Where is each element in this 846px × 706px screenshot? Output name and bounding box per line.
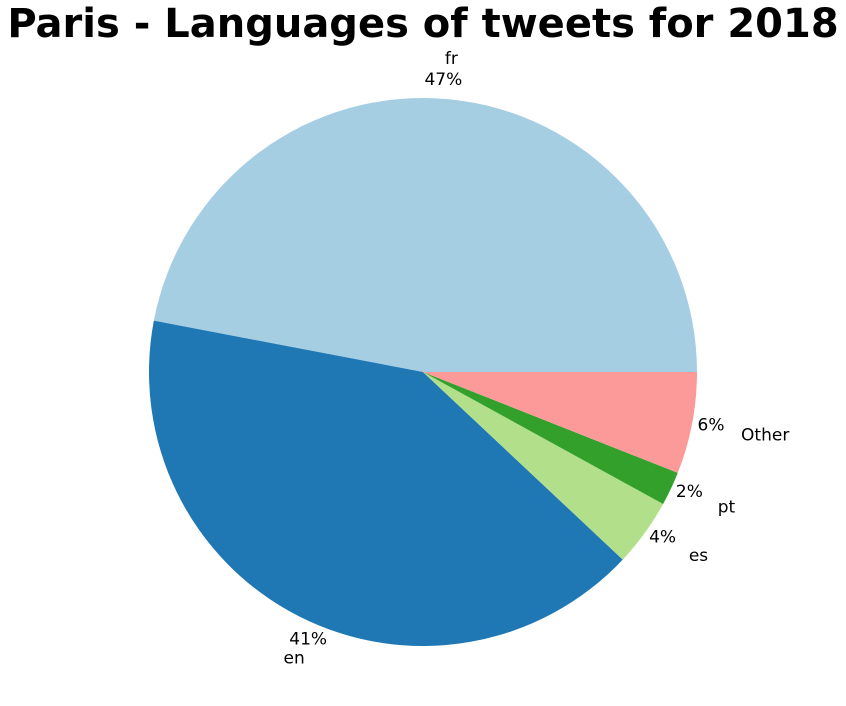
pct-label-fr: 47% xyxy=(424,70,462,90)
slice-label-en: en xyxy=(284,649,305,669)
pct-label-pt: 2% xyxy=(676,482,703,502)
pct-label-en: 41% xyxy=(289,630,327,650)
pie-slice-es xyxy=(423,372,664,560)
slice-label-other: Other xyxy=(741,425,789,445)
pie-slices xyxy=(149,98,698,646)
pie-slice-en xyxy=(149,320,623,646)
pie-slice-pt xyxy=(423,372,678,505)
slice-label-fr: fr xyxy=(445,49,458,69)
chart-title: Paris - Languages of tweets for 2018 xyxy=(7,1,839,47)
slice-label-es: es xyxy=(689,546,708,566)
pct-label-es: 4% xyxy=(649,527,676,547)
slice-label-pt: pt xyxy=(718,497,736,517)
pie-slice-other xyxy=(423,372,697,473)
pie-slice-fr xyxy=(153,98,698,373)
pct-label-other: 6% xyxy=(698,415,725,435)
